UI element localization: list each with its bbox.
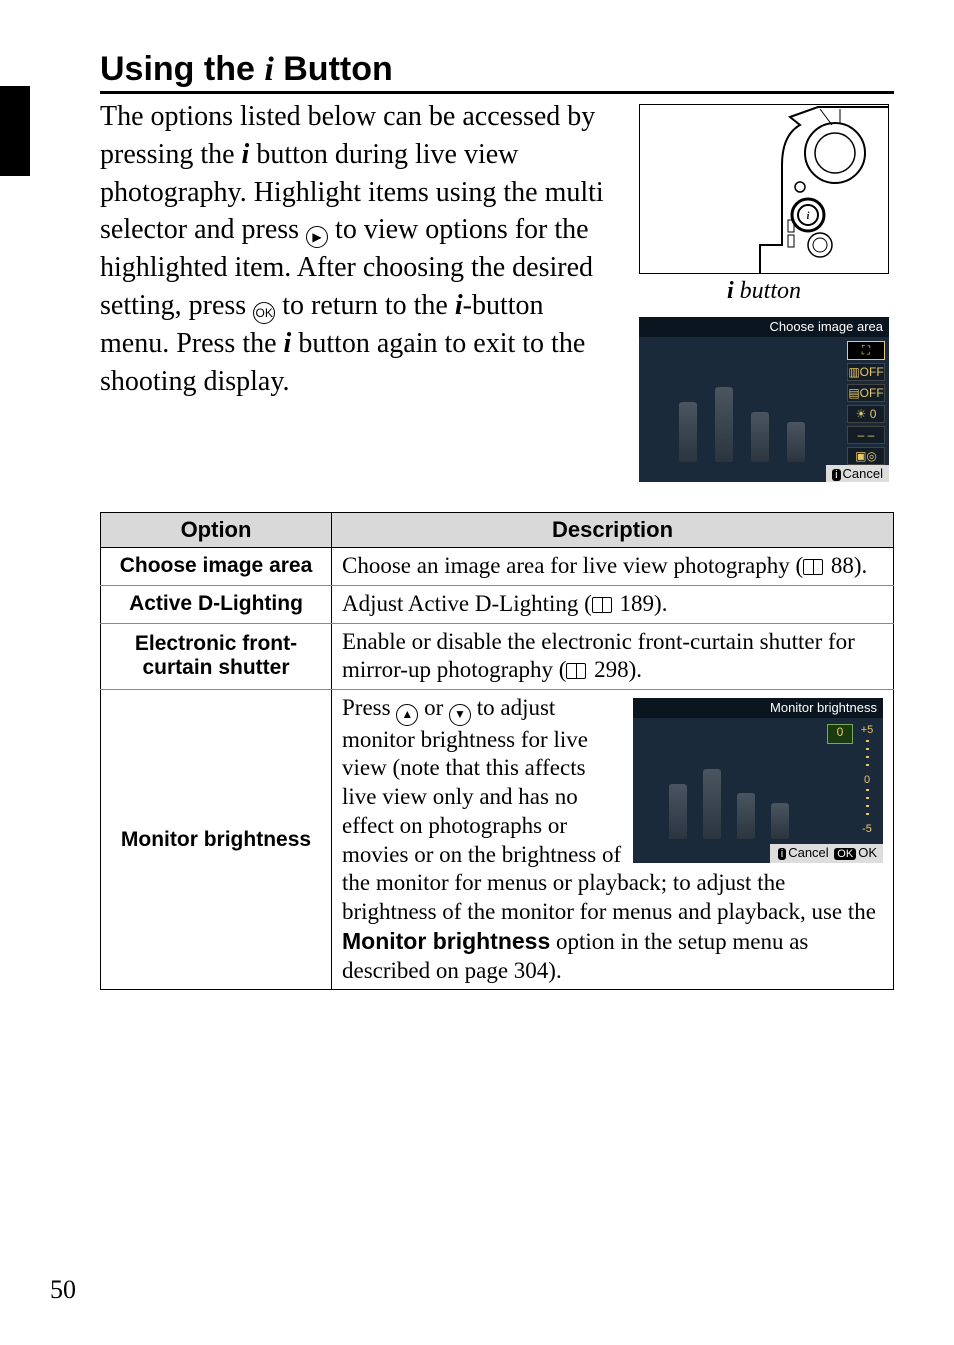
desc-text: Press (342, 695, 396, 720)
col-option: Option (101, 513, 332, 548)
desc-text: Choose an image area for live view photo… (342, 553, 803, 578)
desc-text: Adjust Active D-Lighting ( (342, 591, 592, 616)
right-press-icon: ▶ (306, 226, 328, 248)
choose-image-area-screenshot: Choose image area ⛶ ▥OFF ▤OFF ☀ 0 – – ▣◎… (639, 317, 889, 482)
mb-top: +5 (861, 724, 874, 738)
mb-content (669, 769, 789, 839)
label-text: Monitor brightness (111, 828, 321, 852)
area-icon: – – (847, 426, 885, 444)
mb-value: 0 (827, 724, 853, 744)
screenshot-side-icons: ⛶ ▥OFF ▤OFF ☀ 0 – – ▣◎ (847, 341, 885, 465)
mb-footer: iCancel OKOK (770, 844, 883, 863)
opt-monitor-brightness: Monitor brightness (101, 690, 332, 990)
bottle-shape (669, 784, 687, 839)
desc-choose-image-area: Choose an image area for live view photo… (332, 548, 894, 586)
intro-4: to return to the (275, 290, 455, 321)
table-row: Monitor brightness Monitor brightness 0 … (101, 690, 894, 990)
screenshot-title: Choose image area (639, 317, 889, 337)
mb-scale: +5 0 -5 (859, 724, 875, 837)
table-row: Choose image area Choose an image area f… (101, 548, 894, 586)
ok-badge-icon: OK (834, 848, 856, 860)
table-row: Active D-Lighting Adjust Active D-Lighti… (101, 585, 894, 623)
screenshot-cancel: iCancel (826, 465, 889, 482)
bottle-shape (771, 803, 789, 839)
mb-bot: -5 (862, 823, 872, 837)
scale-bar (866, 789, 869, 821)
down-press-icon: ▼ (449, 704, 471, 726)
desc-text: or (418, 695, 449, 720)
camera-illustration: i (639, 104, 889, 274)
bottle-shape (679, 402, 697, 462)
camera-caption-text: button (734, 278, 801, 304)
screenshot-content (679, 387, 805, 462)
opt-choose-image-area: Choose image area (101, 548, 332, 586)
i-icon: i (264, 51, 273, 88)
desc-monitor-brightness: Monitor brightness 0 +5 0 -5 (332, 690, 894, 990)
area-icon: ⛶ (847, 341, 885, 360)
desc-text: 298). (588, 657, 642, 682)
page-ref-icon (803, 559, 823, 575)
bottle-shape (787, 422, 805, 462)
section-heading: Using the i Button (100, 50, 894, 94)
mb-title: Monitor brightness (633, 698, 883, 718)
desc-active-d-lighting: Adjust Active D-Lighting ( 189). (332, 585, 894, 623)
desc-text: 189). (614, 591, 668, 616)
bottle-shape (737, 793, 755, 839)
i-badge-icon: i (778, 848, 786, 860)
i-badge-icon: i (832, 469, 840, 481)
camera-svg: i (640, 105, 889, 274)
mb-ok: OK (858, 845, 877, 860)
col-description: Description (332, 513, 894, 548)
section-side-tab (0, 86, 30, 176)
table-row: Electronic front- curtain shutter Enable… (101, 623, 894, 690)
monitor-brightness-screenshot: Monitor brightness 0 +5 0 -5 (633, 698, 883, 863)
page-ref-icon (592, 597, 612, 613)
area-icon: ▤OFF (847, 384, 885, 402)
bottle-shape (751, 412, 769, 462)
opt-electronic-front-curtain: Electronic front- curtain shutter (101, 623, 332, 690)
page-ref-icon (566, 663, 586, 679)
heading-suffix: Button (274, 50, 393, 88)
ok-press-icon: OK (253, 302, 275, 324)
intro-paragraph: The options listed below can be accessed… (100, 98, 614, 400)
area-icon: ▥OFF (847, 363, 885, 381)
options-table: Option Description Choose image area Cho… (100, 512, 894, 990)
bottle-shape (703, 769, 721, 839)
scale-bar (866, 740, 869, 772)
mb-mid: 0 (864, 774, 870, 788)
opt-active-d-lighting: Active D-Lighting (101, 585, 332, 623)
heading-prefix: Using the (100, 50, 264, 88)
camera-caption: i button (634, 278, 894, 305)
svg-text:i: i (807, 211, 810, 222)
desc-bold: Monitor brightness (342, 928, 550, 954)
bottle-shape (715, 387, 733, 462)
page-number: 50 (50, 1275, 76, 1305)
mb-cancel: Cancel (788, 845, 828, 860)
cancel-text: Cancel (843, 466, 883, 481)
desc-electronic-front-curtain: Enable or disable the electronic front-c… (332, 623, 894, 690)
area-icon: ▣◎ (847, 447, 885, 465)
area-icon: ☀ 0 (847, 405, 885, 423)
up-press-icon: ▲ (396, 704, 418, 726)
i-icon: i (727, 278, 734, 304)
i-icon: i (455, 290, 463, 321)
desc-text: 88). (825, 553, 867, 578)
